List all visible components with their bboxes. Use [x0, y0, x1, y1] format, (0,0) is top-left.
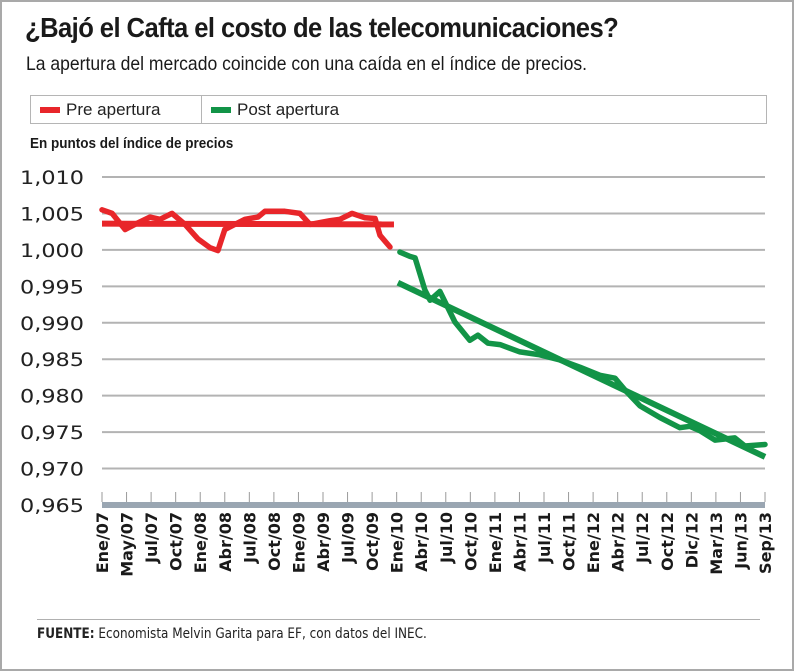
y-axis-unit-label: En puntos del índice de precios — [30, 135, 234, 152]
x-tick-label: Ene/07 — [93, 512, 112, 573]
legend-divider — [201, 96, 202, 123]
x-tick-label: Mar/13 — [707, 512, 726, 575]
legend-item-pre: Pre apertura — [40, 96, 161, 123]
x-tick-label: Abr/11 — [510, 512, 529, 572]
x-tick-label: Oct/12 — [658, 512, 677, 571]
y-tick-label: 0,980 — [20, 386, 84, 408]
x-tick-label: Dic/12 — [682, 512, 701, 568]
x-tick-label: Oct/10 — [461, 512, 480, 571]
legend-label-pre: Pre apertura — [66, 99, 161, 119]
legend-label-post: Post apertura — [237, 99, 340, 119]
x-tick-label: Ene/09 — [289, 512, 308, 573]
x-tick-label: Abr/12 — [609, 512, 628, 572]
x-tick-label: Jul/12 — [633, 512, 652, 564]
gridlines — [102, 176, 765, 470]
x-tick-labels: Ene/07 May/07 Jul/07 Oct/07 Ene/08 Abr/08 Jul/… — [93, 512, 775, 577]
series-line-post — [397, 249, 768, 449]
footer-divider — [37, 619, 760, 620]
x-axis — [101, 492, 766, 508]
trendline-pre — [101, 220, 394, 228]
x-tick-label: Jul/08 — [240, 512, 259, 564]
x-tick-label: Jul/09 — [339, 512, 358, 564]
source-label: FUENTE: — [37, 626, 95, 642]
x-tick-label: Oct/09 — [363, 512, 382, 571]
x-tick-label: Jul/10 — [437, 512, 456, 564]
y-tick-label: 0,975 — [20, 422, 84, 444]
x-tick-label: Ene/12 — [584, 512, 603, 573]
x-tick-label: Sep/13 — [756, 512, 775, 574]
x-tick-label: Oct/08 — [265, 512, 284, 571]
x-tick-label: Abr/08 — [216, 512, 235, 572]
chart-subtitle: La apertura del mercado coincide con una… — [26, 53, 587, 75]
x-tick-label: Ene/11 — [486, 512, 505, 573]
x-tick-label: Ene/08 — [191, 512, 210, 573]
y-tick-labels: 1,010 1,005 1,000 0,995 0,990 0,985 0,980 0,975… — [20, 167, 84, 517]
chart-title: ¿Bajó el Cafta el costo de las telecomun… — [25, 12, 619, 43]
legend-item-post: Post apertura — [211, 96, 339, 123]
source-note: FUENTE: Economista Melvin Garita para EF… — [37, 626, 427, 642]
x-tick-label: Jul/11 — [535, 512, 554, 564]
source-text: Economista Melvin Garita para EF, con da… — [94, 626, 427, 642]
x-tick-label: Abr/10 — [412, 512, 431, 572]
legend-swatch-post — [211, 106, 231, 113]
y-tick-label: 0,985 — [20, 349, 84, 371]
legend: Pre apertura Post apertura — [30, 95, 767, 124]
legend-swatch-pre — [40, 106, 60, 113]
y-tick-label: 0,990 — [20, 313, 84, 335]
y-tick-label: 1,005 — [20, 203, 84, 225]
x-tick-label: May/07 — [118, 512, 137, 577]
x-axis-band — [102, 502, 765, 508]
x-tick-label: Oct/11 — [560, 512, 579, 571]
y-tick-label: 0,995 — [20, 276, 84, 298]
y-tick-label: 1,000 — [20, 240, 84, 262]
y-tick-label: 0,965 — [20, 495, 84, 517]
y-tick-label: 1,010 — [20, 167, 84, 189]
x-tick-label: Oct/07 — [167, 512, 186, 571]
x-tick-label: Jul/07 — [142, 512, 161, 564]
y-tick-label: 0,970 — [20, 459, 84, 481]
x-tick-label: Ene/10 — [388, 512, 407, 573]
x-tick-label: Jun/13 — [731, 512, 750, 570]
series-lines — [99, 207, 768, 460]
x-tick-label: Abr/09 — [314, 512, 333, 572]
series-line-pre — [99, 207, 393, 254]
